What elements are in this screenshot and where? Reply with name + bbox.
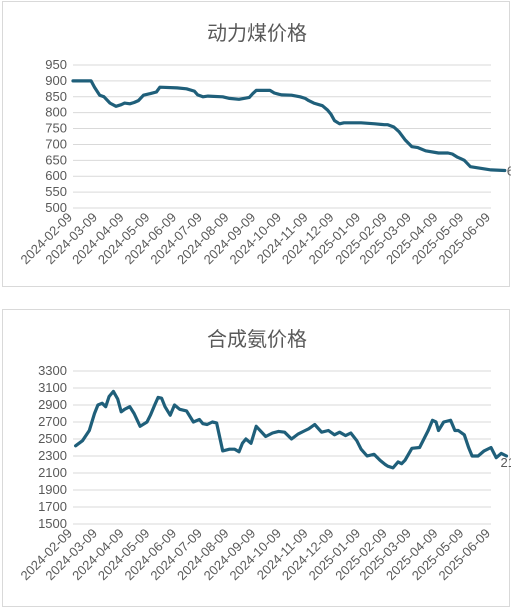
coal-price-chart-panel: 动力煤价格 950 900 850 800 750 700 650 600 550 500 2024… <box>2 1 511 287</box>
series-line <box>73 389 509 470</box>
y-tick-label: 500 <box>45 200 67 215</box>
y-tick-label: 850 <box>45 89 67 104</box>
data-label-last: 618 <box>507 164 511 179</box>
y-tick-label: 900 <box>45 73 67 88</box>
y-tick-label: 2700 <box>38 414 67 429</box>
y-tick-label: 1500 <box>38 516 67 531</box>
y-tick-label: 3300 <box>38 363 67 378</box>
y-tick-label: 700 <box>45 136 67 151</box>
y-tick-label: 750 <box>45 121 67 136</box>
y-tick-label: 550 <box>45 184 67 199</box>
y-tick-label: 2300 <box>38 448 67 463</box>
y-tick-label: 2100 <box>38 465 67 480</box>
coal-price-chart: 动力煤价格 9509008508007507006506005505002024… <box>17 22 511 267</box>
y-tick-label: 950 <box>45 57 67 72</box>
ammonia-price-chart-panel: 合成氨价格 3300 3100 2900 2700 2500 2300 2100 1900 17… <box>2 309 511 607</box>
series-line <box>71 79 507 173</box>
y-tick-label: 1700 <box>38 499 67 514</box>
y-tick-label: 800 <box>45 105 67 120</box>
data-label-last: 2155 <box>500 455 511 470</box>
y-tick-label: 2500 <box>38 431 67 446</box>
ammonia-price-chart: 合成氨价格 3300 3100 2900 2700 2500 2300 2100 1900 17… <box>17 328 511 583</box>
y-tick-label: 2900 <box>38 397 67 412</box>
chart-title: 合成氨价格 <box>207 328 307 351</box>
y-tick-label: 650 <box>45 152 67 167</box>
y-tick-label: 1900 <box>38 482 67 497</box>
y-tick-label: 600 <box>45 168 67 183</box>
chart-title: 动力煤价格 <box>207 22 307 45</box>
y-tick-label: 3100 <box>38 380 67 395</box>
